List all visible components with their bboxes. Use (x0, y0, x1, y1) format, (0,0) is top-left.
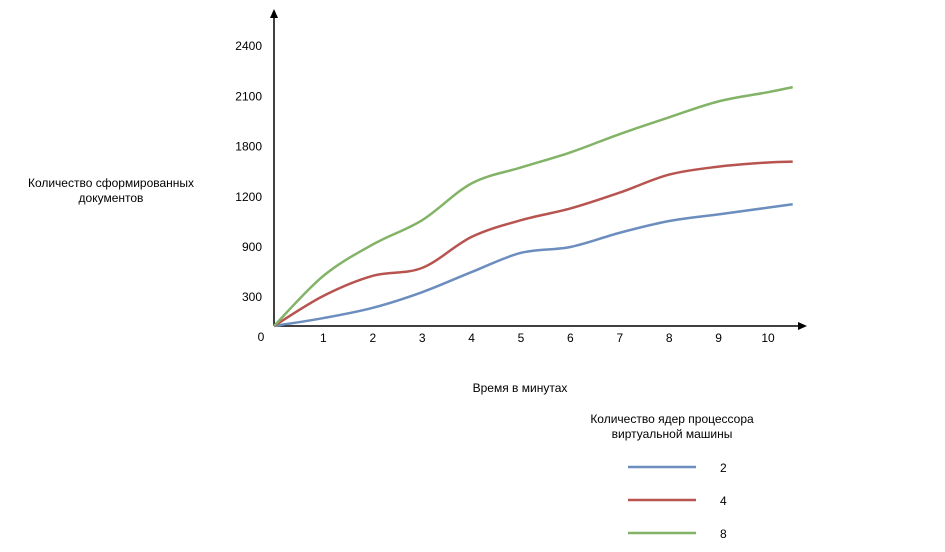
y-tick-label: 1800 (235, 140, 262, 154)
series-line (273, 203, 793, 328)
x-tick-label: 6 (567, 331, 574, 345)
x-tick-label: 10 (761, 331, 775, 345)
x-axis-arrow (798, 322, 807, 330)
series-line (273, 85, 793, 327)
y-axis-label: Количество сформированных документов (27, 176, 195, 205)
legend-label: 8 (720, 527, 727, 541)
x-tick-label: 7 (616, 331, 623, 345)
legend-label: 4 (720, 494, 727, 508)
y-tick-label: 1200 (235, 190, 262, 204)
y-tick-label: 2100 (235, 89, 262, 103)
x-tick-label: 4 (468, 331, 475, 345)
x-tick-label: 9 (715, 331, 722, 345)
x-axis-label: Время в минутах (472, 381, 568, 395)
x-tick-label: 5 (518, 331, 525, 345)
legend-title: Количество ядер процессора виртуальной м… (590, 412, 754, 441)
x-tick-label: 3 (419, 331, 426, 345)
y-tick-label: 2400 (235, 39, 262, 53)
origin-label: 0 (258, 330, 265, 344)
y-tick-label: 300 (242, 290, 262, 304)
y-axis-arrow (270, 9, 278, 18)
series-line (273, 160, 793, 328)
x-tick-label: 8 (666, 331, 673, 345)
x-tick-label: 2 (369, 331, 376, 345)
y-tick-label: 900 (242, 240, 262, 254)
x-tick-label: 1 (320, 331, 327, 345)
legend-label: 2 (720, 461, 727, 475)
